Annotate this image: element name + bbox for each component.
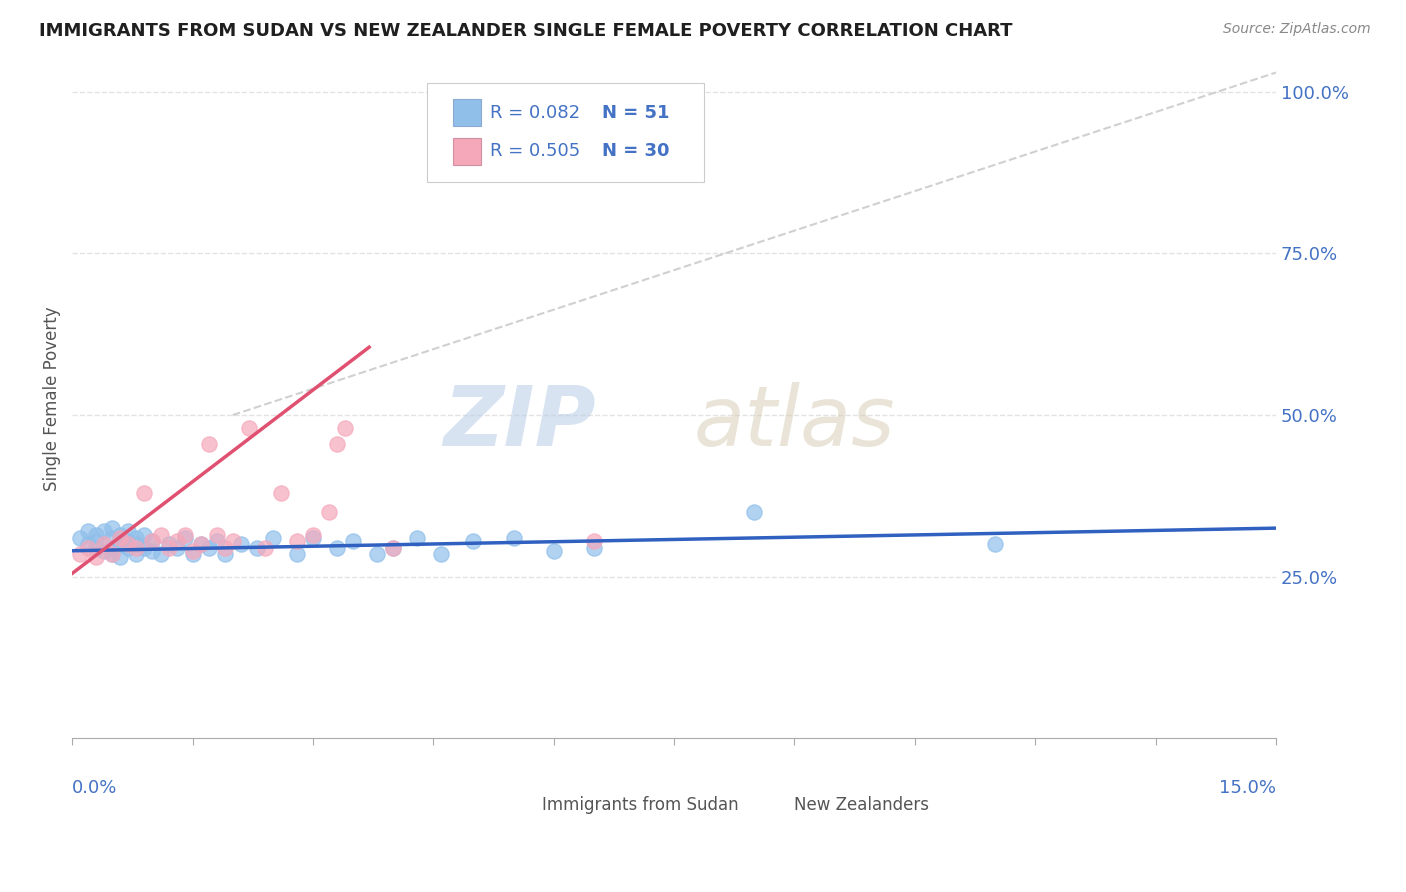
- Point: [229, 537, 252, 551]
- Text: N = 51: N = 51: [602, 103, 669, 121]
- Point: [134, 541, 156, 555]
- Point: [69, 531, 91, 545]
- Point: [333, 421, 356, 435]
- Point: [181, 543, 204, 558]
- Point: [84, 534, 107, 549]
- Text: Immigrants from Sudan: Immigrants from Sudan: [541, 796, 738, 814]
- Point: [93, 543, 115, 558]
- Point: [197, 541, 219, 555]
- Text: R = 0.505: R = 0.505: [489, 142, 581, 161]
- Point: [502, 531, 524, 545]
- Point: [214, 547, 236, 561]
- Point: [984, 537, 1007, 551]
- Point: [253, 541, 276, 555]
- Point: [173, 527, 195, 541]
- Point: [318, 505, 340, 519]
- FancyBboxPatch shape: [505, 778, 531, 800]
- Point: [285, 534, 308, 549]
- FancyBboxPatch shape: [453, 137, 481, 165]
- Point: [125, 537, 148, 551]
- Point: [101, 531, 124, 545]
- Point: [117, 537, 139, 551]
- Point: [262, 531, 284, 545]
- Point: [117, 534, 139, 549]
- Point: [285, 547, 308, 561]
- Point: [166, 541, 188, 555]
- Point: [110, 531, 132, 545]
- Point: [582, 541, 605, 555]
- Text: 0.0%: 0.0%: [72, 779, 118, 797]
- Point: [342, 534, 364, 549]
- Text: Source: ZipAtlas.com: Source: ZipAtlas.com: [1223, 22, 1371, 37]
- Text: ZIP: ZIP: [443, 382, 596, 463]
- Point: [149, 527, 172, 541]
- Point: [77, 541, 100, 555]
- Point: [149, 547, 172, 561]
- Text: N = 30: N = 30: [602, 142, 669, 161]
- Point: [110, 527, 132, 541]
- Point: [93, 524, 115, 539]
- Point: [93, 537, 115, 551]
- Point: [197, 437, 219, 451]
- Point: [134, 527, 156, 541]
- FancyBboxPatch shape: [453, 99, 481, 126]
- Point: [141, 534, 163, 549]
- Point: [166, 534, 188, 549]
- FancyBboxPatch shape: [761, 778, 787, 800]
- Point: [101, 541, 124, 555]
- Point: [326, 541, 349, 555]
- Point: [382, 541, 405, 555]
- Point: [125, 541, 148, 555]
- Point: [101, 547, 124, 561]
- Point: [326, 437, 349, 451]
- Point: [157, 537, 180, 551]
- Text: 15.0%: 15.0%: [1219, 779, 1277, 797]
- Point: [366, 547, 388, 561]
- Point: [582, 534, 605, 549]
- Point: [190, 537, 212, 551]
- Text: IMMIGRANTS FROM SUDAN VS NEW ZEALANDER SINGLE FEMALE POVERTY CORRELATION CHART: IMMIGRANTS FROM SUDAN VS NEW ZEALANDER S…: [39, 22, 1012, 40]
- Point: [69, 547, 91, 561]
- Point: [84, 550, 107, 565]
- Point: [744, 505, 766, 519]
- Point: [141, 543, 163, 558]
- Point: [77, 524, 100, 539]
- Point: [302, 531, 325, 545]
- Point: [173, 531, 195, 545]
- Point: [406, 531, 429, 545]
- Point: [205, 534, 228, 549]
- Point: [84, 541, 107, 555]
- Point: [382, 541, 405, 555]
- Point: [134, 485, 156, 500]
- Point: [101, 521, 124, 535]
- Point: [222, 534, 245, 549]
- Point: [101, 547, 124, 561]
- Point: [181, 547, 204, 561]
- Point: [214, 541, 236, 555]
- Point: [270, 485, 292, 500]
- Point: [117, 541, 139, 555]
- Point: [246, 541, 269, 555]
- Point: [463, 534, 485, 549]
- Point: [141, 534, 163, 549]
- Text: New Zealanders: New Zealanders: [794, 796, 929, 814]
- Point: [117, 524, 139, 539]
- Point: [110, 550, 132, 565]
- Point: [157, 541, 180, 555]
- Point: [205, 527, 228, 541]
- Point: [125, 531, 148, 545]
- Point: [110, 537, 132, 551]
- Point: [125, 547, 148, 561]
- Point: [84, 527, 107, 541]
- Text: atlas: atlas: [693, 382, 896, 463]
- Point: [302, 527, 325, 541]
- Point: [543, 543, 565, 558]
- Point: [430, 547, 453, 561]
- Y-axis label: Single Female Poverty: Single Female Poverty: [44, 307, 60, 491]
- Point: [77, 537, 100, 551]
- Point: [238, 421, 260, 435]
- Point: [190, 537, 212, 551]
- FancyBboxPatch shape: [427, 83, 704, 182]
- Text: R = 0.082: R = 0.082: [489, 103, 581, 121]
